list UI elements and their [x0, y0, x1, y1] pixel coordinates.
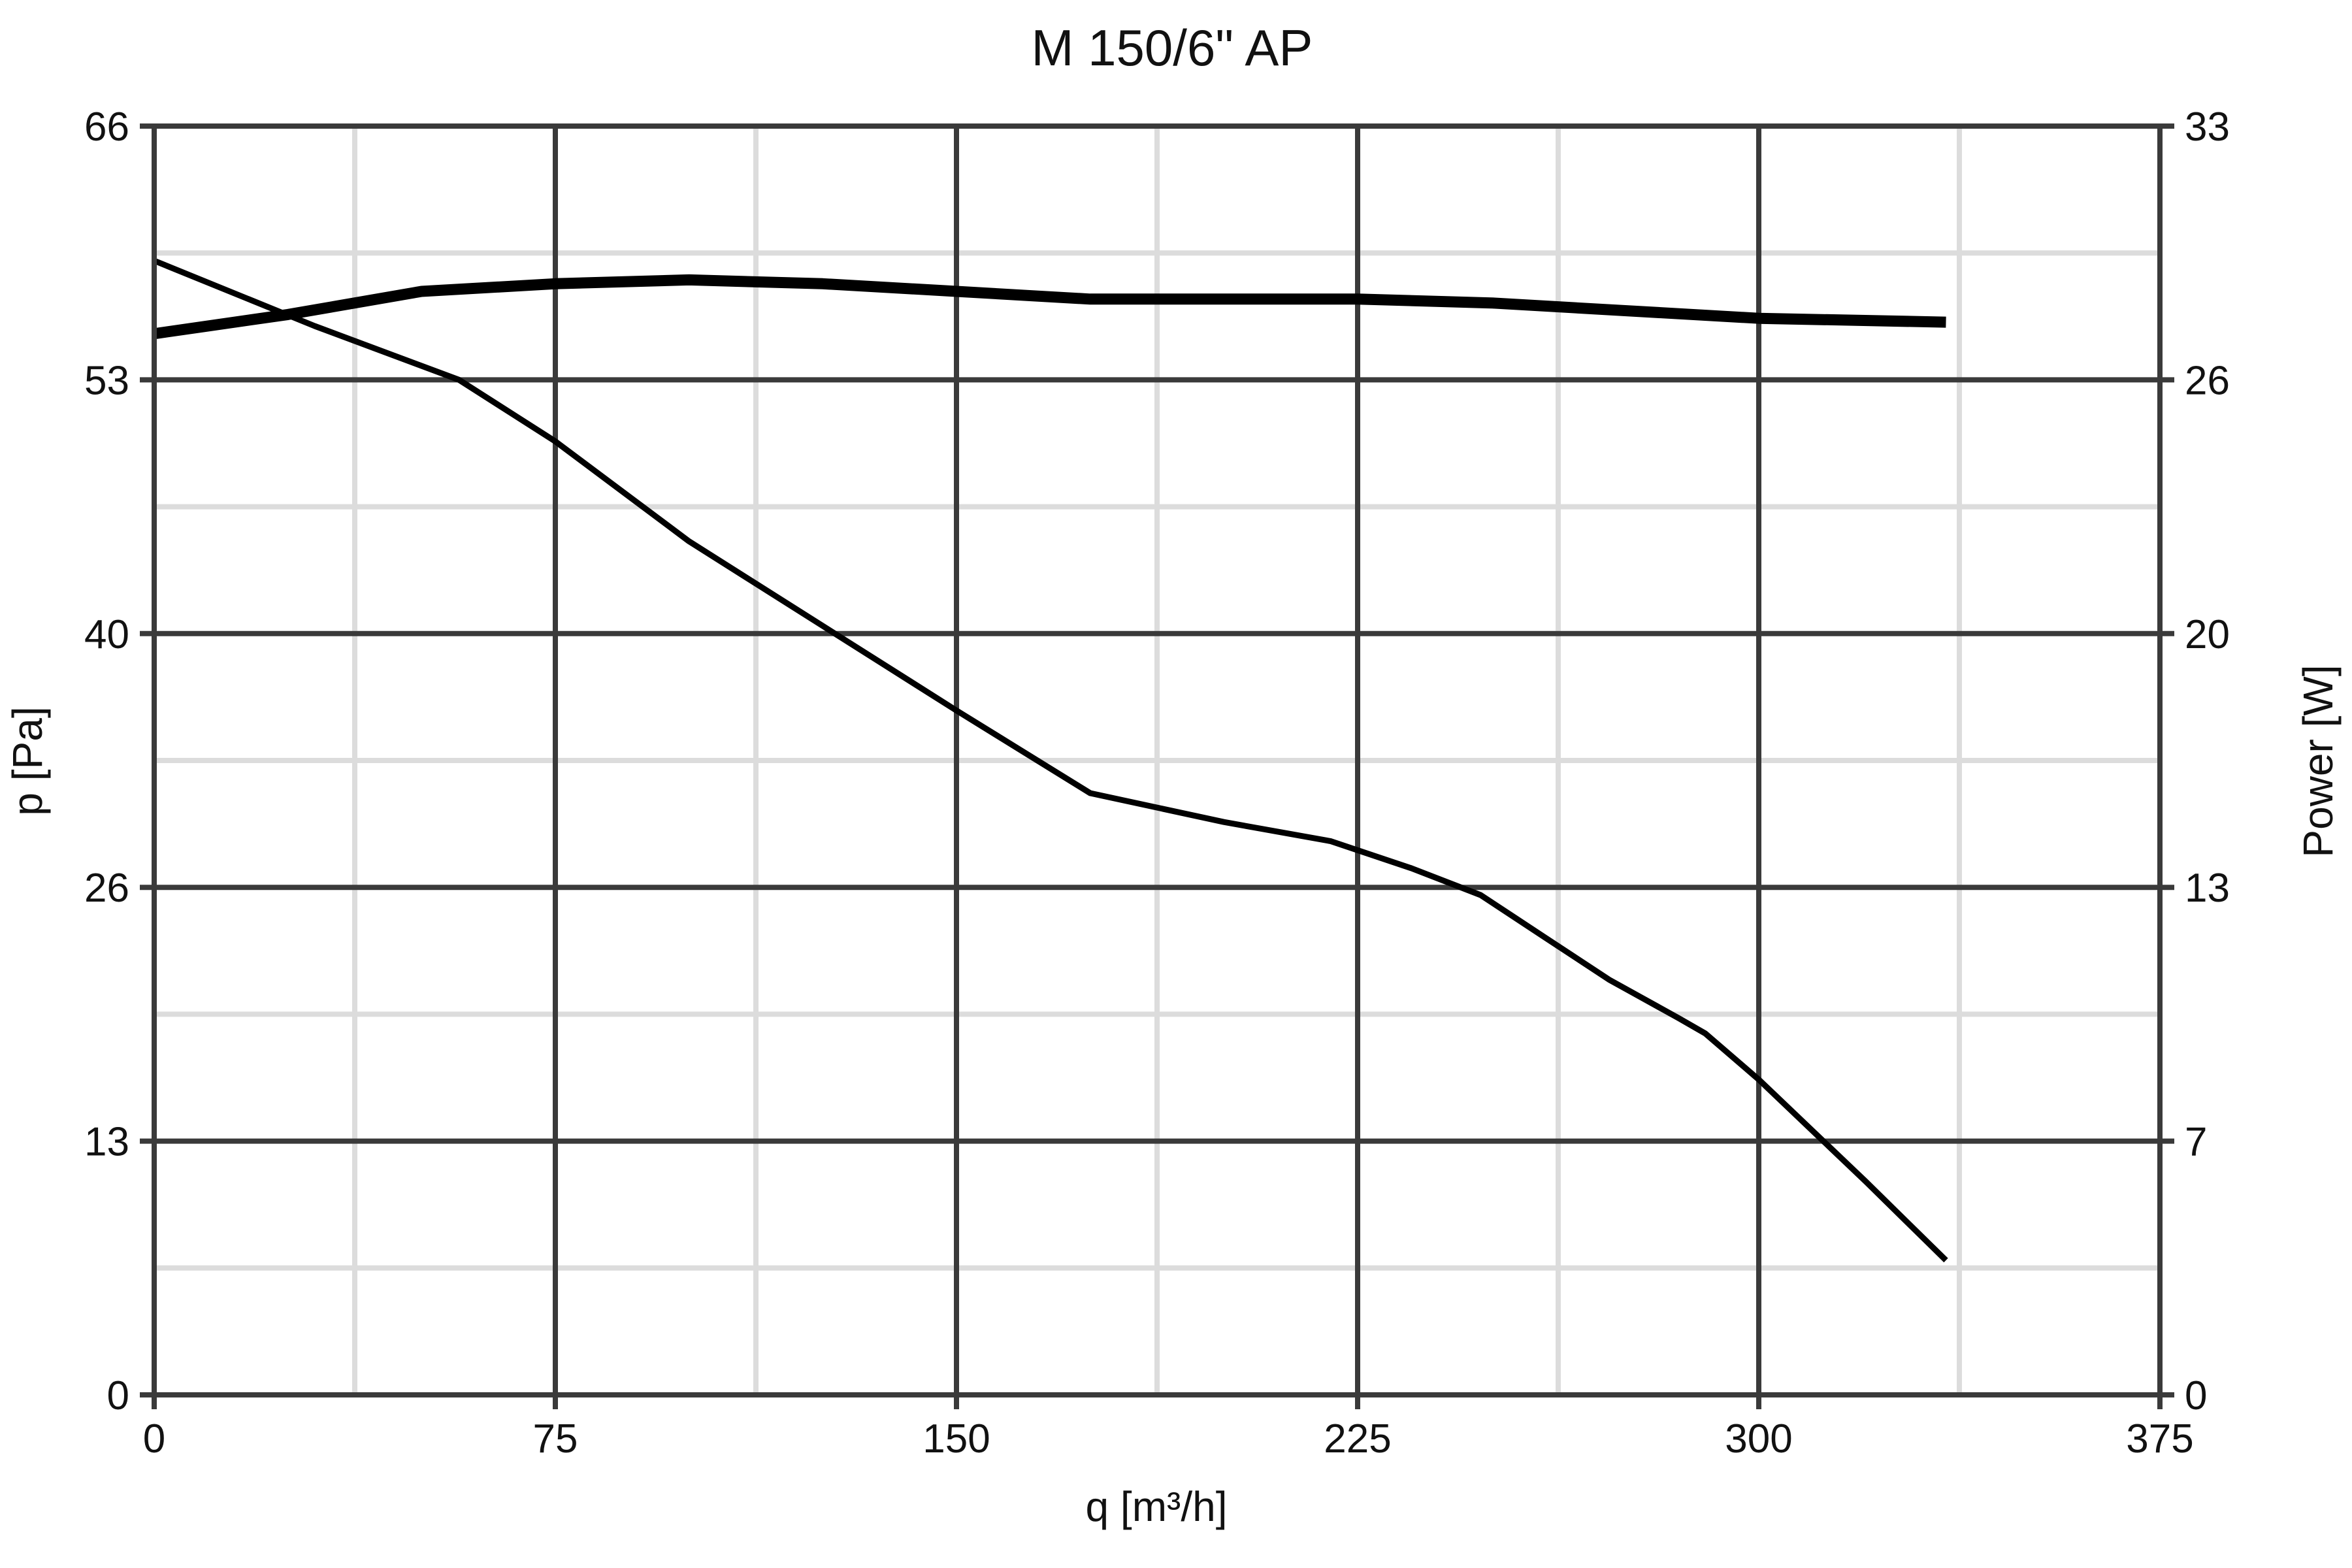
x-tick-label: 0: [143, 1416, 165, 1462]
plot-frame: [152, 123, 2163, 1397]
y2-tick-label: 7: [2185, 1120, 2207, 1165]
y-tick-label: 53: [84, 358, 129, 403]
series-layer: [153, 257, 1948, 1263]
pressure-curve: [153, 257, 1948, 1263]
minor-grid: [154, 126, 2160, 1395]
tick-marks: [140, 123, 2174, 1409]
y-tick-labels: 0 13 26 40 53 66: [84, 105, 129, 1418]
x-tick-label: 375: [2126, 1416, 2193, 1462]
y-tick-label: 13: [84, 1120, 129, 1165]
y2-tick-label: 13: [2185, 866, 2230, 911]
chart-title: M 150/6" AP: [1032, 19, 1313, 76]
x-tick-label: 150: [923, 1416, 990, 1462]
power-curve: [153, 274, 1946, 340]
y2-tick-label: 33: [2185, 105, 2230, 150]
y2-tick-label: 26: [2185, 358, 2230, 403]
y-tick-label: 66: [84, 105, 129, 150]
y-axis-label: p [Pa]: [4, 706, 51, 815]
x-tick-label: 75: [533, 1416, 578, 1462]
y-tick-label: 0: [107, 1373, 129, 1418]
y2-axis-label: Power [W]: [2295, 664, 2342, 857]
x-tick-labels: 0 75 150 225 300 375: [143, 1416, 2194, 1462]
y2-tick-label: 20: [2185, 612, 2230, 657]
y-tick-label: 26: [84, 866, 129, 911]
x-axis-label: q [m³/h]: [1086, 1483, 1228, 1530]
x-tick-label: 225: [1324, 1416, 1391, 1462]
y-tick-label: 40: [84, 612, 129, 657]
x-tick-label: 300: [1725, 1416, 1792, 1462]
y2-tick-label: 0: [2185, 1373, 2207, 1418]
y2-tick-labels: 0 7 13 20 26 33: [2185, 105, 2230, 1418]
